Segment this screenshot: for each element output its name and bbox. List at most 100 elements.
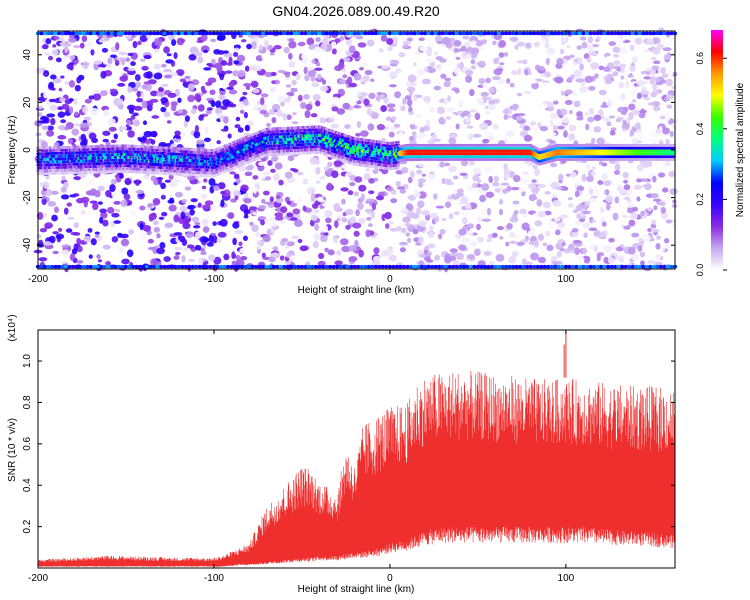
noise-blob [408,194,416,201]
noise-blob [336,108,346,115]
noise-blob [380,250,390,257]
noise-blob [84,98,92,104]
noise-blob [339,35,345,41]
noise-blob [393,123,401,128]
noise-blob [579,215,587,219]
noise-blob [246,43,253,50]
noise-blob [643,76,652,80]
noise-blob [36,241,45,248]
noise-blob [202,226,210,233]
noise-blob [523,134,533,142]
noise-blob [105,261,111,266]
noise-blob [644,183,652,191]
noise-blob [90,49,95,56]
noise-blob [601,221,607,227]
noise-blob [47,125,54,131]
noise-blob [620,93,626,101]
noise-blob [291,121,299,125]
noise-blob [273,173,280,182]
noise-blob [576,45,583,50]
noise-blob [665,219,672,224]
noise-blob [243,235,248,242]
noise-blob [39,227,48,233]
noise-blob [160,182,166,190]
noise-blob [139,232,148,240]
noise-blob [428,106,435,113]
noise-blob [87,178,95,187]
noise-blob [164,222,174,228]
noise-blob [158,87,165,93]
noise-blob [652,37,658,45]
noise-blob [468,160,475,166]
noise-blob [412,62,417,67]
noise-blob [615,246,624,252]
noise-blob [585,162,591,171]
noise-blob [198,114,204,121]
noise-blob [193,225,201,229]
noise-blob [286,212,294,218]
noise-blob [370,211,376,219]
noise-blob [452,260,460,266]
noise-blob [508,256,517,264]
noise-blob [36,234,42,239]
noise-blob [444,77,452,82]
noise-blob [61,175,66,181]
noise-blob [662,73,669,79]
noise-blob [605,188,610,196]
noise-blob [138,133,144,138]
noise-blob [249,65,256,71]
noise-blob [586,116,595,123]
noise-blob [551,193,557,198]
noise-blob [660,67,666,74]
noise-blob [73,232,81,236]
noise-blob [319,205,324,209]
noise-blob [603,256,609,264]
noise-blob [539,65,545,71]
noise-blob [79,122,89,128]
noise-blob [135,81,142,89]
noise-blob [141,65,149,71]
noise-blob [608,115,616,119]
noise-blob [181,133,187,138]
noise-blob [137,40,142,46]
noise-blob [213,185,220,192]
noise-blob [226,62,233,66]
noise-blob [149,98,159,103]
noise-blob [424,160,433,169]
noise-blob [585,123,590,131]
noise-blob [115,177,122,183]
noise-blob [188,54,197,61]
noise-blob [353,230,360,237]
noise-blob [408,111,415,115]
noise-blob [220,128,229,132]
noise-blob [619,63,627,69]
noise-blob [378,48,384,53]
noise-blob [101,47,109,53]
noise-blob [341,57,351,63]
noise-blob [636,92,642,100]
noise-blob [175,135,181,140]
noise-blob [315,180,321,184]
noise-blob [400,105,406,112]
noise-blob [375,95,381,102]
noise-blob [173,52,178,60]
noise-blob [542,201,551,209]
noise-blob [208,235,214,243]
noise-blob [142,224,152,232]
noise-blob [476,98,484,104]
noise-blob [279,255,285,261]
noise-blob [544,43,550,48]
noise-blob [395,180,401,187]
noise-blob [256,240,264,246]
noise-blob [353,72,362,81]
noise-blob [515,115,523,121]
noise-blob [97,259,103,263]
noise-blob [540,38,546,46]
noise-blob [134,179,140,186]
noise-blob [102,61,108,65]
noise-blob [125,57,131,62]
noise-blob [349,216,357,224]
noise-blob [487,104,496,111]
noise-blob [583,232,588,238]
noise-blob [269,52,275,56]
